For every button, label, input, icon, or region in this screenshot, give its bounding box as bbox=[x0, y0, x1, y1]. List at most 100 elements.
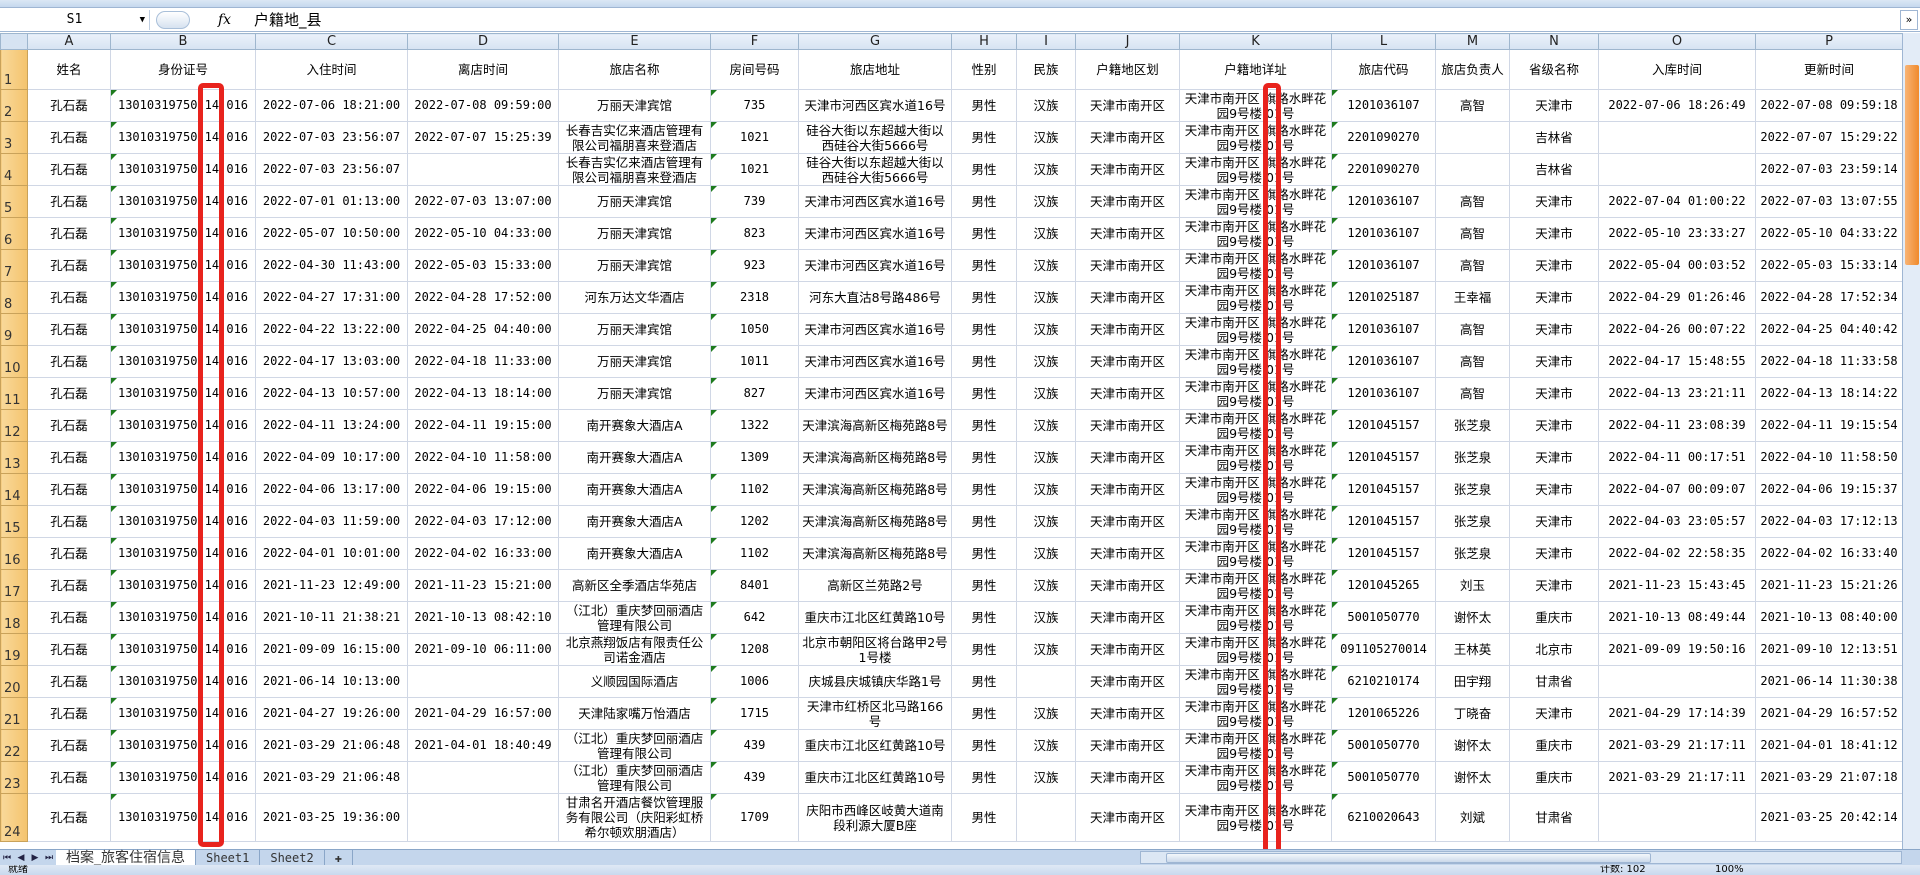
cell[interactable]: 天津市南开区 bbox=[1075, 441, 1180, 474]
cell[interactable]: 2022-04-06 13:17:00 bbox=[255, 473, 408, 506]
cell[interactable]: 男性 bbox=[951, 153, 1017, 186]
cell[interactable]: 2022-07-08 09:59:00 bbox=[407, 89, 559, 122]
cell[interactable]: 张芝泉 bbox=[1435, 441, 1510, 474]
cell[interactable]: 1709 bbox=[710, 793, 799, 842]
cell[interactable]: 张芝泉 bbox=[1435, 505, 1510, 538]
cell[interactable]: 孔石磊 bbox=[27, 601, 111, 634]
cell[interactable]: 男性 bbox=[951, 281, 1017, 314]
cell[interactable]: 汉族 bbox=[1016, 377, 1076, 410]
cell[interactable]: 1011 bbox=[710, 345, 799, 378]
cell[interactable]: 男性 bbox=[951, 665, 1017, 698]
cell[interactable]: 孔石磊 bbox=[27, 185, 111, 218]
cell[interactable]: 男性 bbox=[951, 409, 1017, 442]
cell[interactable]: 高智 bbox=[1435, 89, 1510, 122]
cell[interactable]: 5001050770 bbox=[1331, 601, 1436, 634]
vertical-scrollbar[interactable] bbox=[1902, 33, 1920, 849]
cell[interactable]: 13010319750 14 016 bbox=[110, 409, 256, 442]
column-header-l[interactable]: L bbox=[1331, 33, 1436, 50]
cell[interactable]: 2022-04-10 11:58:00 bbox=[407, 441, 559, 474]
cell[interactable]: 汉族 bbox=[1016, 761, 1076, 794]
cell[interactable]: 1201036107 bbox=[1331, 185, 1436, 218]
cell[interactable]: 刘斌 bbox=[1435, 793, 1510, 842]
cell[interactable]: 天津市南开区 旗路水畔花园9号楼 01号 bbox=[1179, 377, 1332, 410]
cell[interactable]: 王林英 bbox=[1435, 633, 1510, 666]
cell[interactable]: 高智 bbox=[1435, 249, 1510, 282]
cell[interactable]: 天津市南开区 旗路水畔花园9号楼 01号 bbox=[1179, 633, 1332, 666]
cell[interactable]: 735 bbox=[710, 89, 799, 122]
formula-bar-resize-handle[interactable] bbox=[156, 10, 190, 29]
cell[interactable]: 南开赛象大酒店A bbox=[558, 473, 711, 506]
cell[interactable]: 13010319750 14 016 bbox=[110, 633, 256, 666]
cell[interactable]: 王幸福 bbox=[1435, 281, 1510, 314]
row-header[interactable]: 5 bbox=[0, 185, 28, 218]
cell[interactable]: 天津滨海高新区梅苑路8号 bbox=[798, 505, 952, 538]
cell[interactable]: 孔石磊 bbox=[27, 409, 111, 442]
cell[interactable]: 天津市南开区 旗路水畔花园9号楼 01号 bbox=[1179, 409, 1332, 442]
cell[interactable]: 丁晓奋 bbox=[1435, 697, 1510, 730]
cell[interactable] bbox=[1435, 121, 1510, 154]
cell[interactable]: 2021-10-13 08:49:44 bbox=[1598, 601, 1756, 634]
row-header[interactable]: 19 bbox=[0, 633, 28, 666]
cell[interactable]: 天津市南开区 旗路水畔花园9号楼 01号 bbox=[1179, 665, 1332, 698]
cell[interactable]: 1201045265 bbox=[1331, 569, 1436, 602]
cell[interactable]: 1102 bbox=[710, 473, 799, 506]
cell[interactable]: 13010319750 14 016 bbox=[110, 761, 256, 794]
cell[interactable]: 谢怀太 bbox=[1435, 729, 1510, 762]
cell[interactable]: 孔石磊 bbox=[27, 761, 111, 794]
cell[interactable]: 2022-07-03 13:07:55 bbox=[1755, 185, 1903, 218]
cell[interactable]: 2021-10-13 08:42:10 bbox=[407, 601, 559, 634]
cell[interactable]: 孔石磊 bbox=[27, 249, 111, 282]
cell[interactable]: 2021-11-23 15:43:45 bbox=[1598, 569, 1756, 602]
cell[interactable]: 天津市南开区 bbox=[1075, 153, 1180, 186]
cell[interactable] bbox=[407, 793, 559, 842]
cell[interactable]: 13010319750 14 016 bbox=[110, 569, 256, 602]
cell[interactable]: 男性 bbox=[951, 761, 1017, 794]
cell[interactable]: 汉族 bbox=[1016, 633, 1076, 666]
cell[interactable]: 2022-05-03 15:33:14 bbox=[1755, 249, 1903, 282]
cell[interactable]: 13010319750 14 016 bbox=[110, 665, 256, 698]
cell[interactable]: 2021-11-23 15:21:26 bbox=[1755, 569, 1903, 602]
cell[interactable]: 2021-09-10 12:13:51 bbox=[1755, 633, 1903, 666]
cell[interactable]: 天津市南开区 旗路水畔花园9号楼 01号 bbox=[1179, 697, 1332, 730]
cell[interactable]: 2022-04-18 11:33:58 bbox=[1755, 345, 1903, 378]
cell[interactable]: 2022-04-03 17:12:00 bbox=[407, 505, 559, 538]
cell[interactable]: 1006 bbox=[710, 665, 799, 698]
cell[interactable]: 2022-04-17 13:03:00 bbox=[255, 345, 408, 378]
cell[interactable]: 923 bbox=[710, 249, 799, 282]
row-header[interactable]: 3 bbox=[0, 121, 28, 154]
cell[interactable]: 2022-04-11 13:24:00 bbox=[255, 409, 408, 442]
header-cell[interactable]: 更新时间 bbox=[1755, 49, 1903, 90]
cell[interactable]: 北京燕翔饭店有限责任公司诺金酒店 bbox=[558, 633, 711, 666]
cell[interactable]: 2021-11-23 15:21:00 bbox=[407, 569, 559, 602]
cell[interactable]: 汉族 bbox=[1016, 249, 1076, 282]
cell[interactable]: 天津市 bbox=[1509, 89, 1599, 122]
cell[interactable]: 天津市南开区 旗路水畔花园9号楼 01号 bbox=[1179, 121, 1332, 154]
row-header[interactable]: 22 bbox=[0, 729, 28, 762]
cell[interactable]: 汉族 bbox=[1016, 153, 1076, 186]
cell[interactable]: 1201036107 bbox=[1331, 313, 1436, 346]
cell[interactable]: 1201036107 bbox=[1331, 249, 1436, 282]
cell[interactable]: 2022-07-03 23:56:07 bbox=[255, 121, 408, 154]
cell[interactable]: 男性 bbox=[951, 697, 1017, 730]
cell[interactable]: 天津市南开区 bbox=[1075, 601, 1180, 634]
cell[interactable]: 天津市 bbox=[1509, 569, 1599, 602]
cell[interactable]: 孔石磊 bbox=[27, 537, 111, 570]
cell[interactable]: 汉族 bbox=[1016, 441, 1076, 474]
row-header[interactable]: 16 bbox=[0, 537, 28, 570]
cell[interactable]: 2022-04-01 10:01:00 bbox=[255, 537, 408, 570]
cell[interactable]: 827 bbox=[710, 377, 799, 410]
cell[interactable]: 天津市 bbox=[1509, 409, 1599, 442]
cell[interactable]: 1021 bbox=[710, 121, 799, 154]
cell[interactable]: 高智 bbox=[1435, 345, 1510, 378]
cell[interactable]: 天津市河西区宾水道16号 bbox=[798, 377, 952, 410]
cell[interactable]: 男性 bbox=[951, 121, 1017, 154]
cell[interactable]: 1309 bbox=[710, 441, 799, 474]
cell[interactable]: 天津市南开区 旗路水畔花园9号楼 01号 bbox=[1179, 505, 1332, 538]
cell[interactable]: 2022-04-25 04:40:42 bbox=[1755, 313, 1903, 346]
cell[interactable]: 男性 bbox=[951, 601, 1017, 634]
row-header[interactable]: 8 bbox=[0, 281, 28, 314]
header-cell[interactable]: 离店时间 bbox=[407, 49, 559, 90]
column-header-k[interactable]: K bbox=[1179, 33, 1332, 50]
cell[interactable]: 13010319750 14 016 bbox=[110, 601, 256, 634]
horizontal-scrollbar[interactable] bbox=[1140, 851, 1902, 864]
